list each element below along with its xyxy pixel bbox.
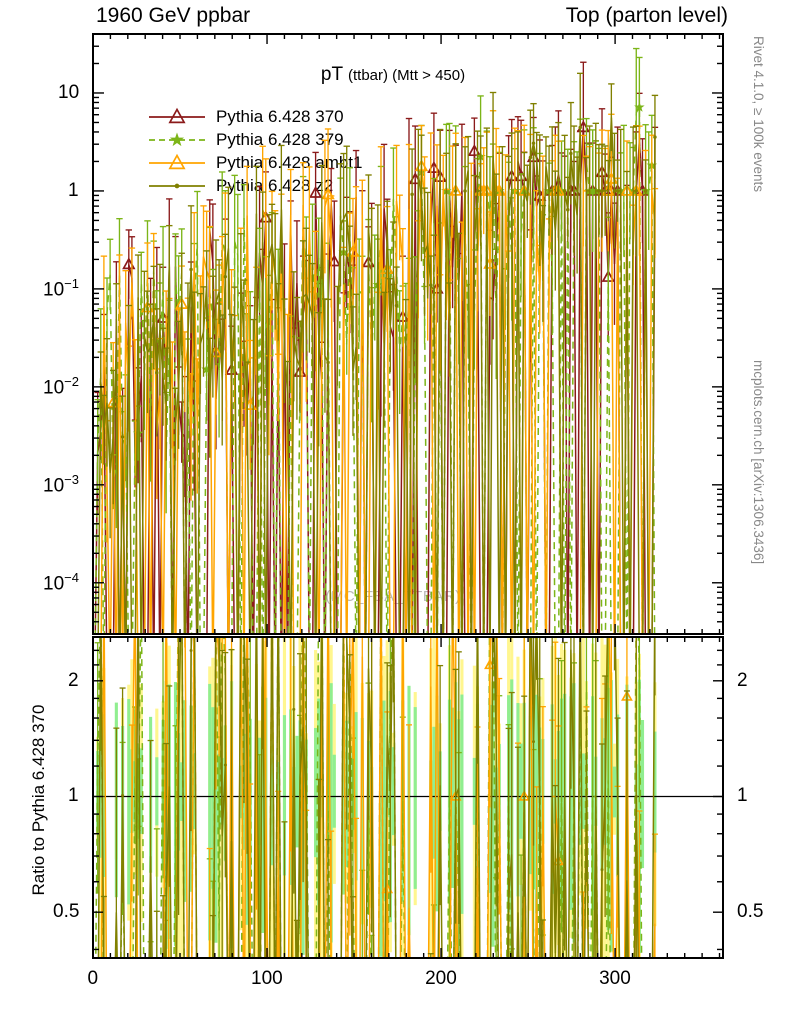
ratio-band-inner (640, 720, 645, 869)
ratio-band-inner (180, 762, 184, 821)
legend-entry-label: Pythia 6.428 ambt1 (216, 152, 363, 172)
ratio-band-inner (342, 703, 346, 895)
ratio-band-inner (391, 747, 395, 836)
legend-entry-label: Pythia 6.428 379 (216, 129, 344, 149)
main-series-layer (94, 47, 659, 634)
legend-marker-triangle-icon (148, 153, 206, 173)
legend-entry: Pythia 6.428 z2 (148, 174, 362, 197)
ratio-band-inner (211, 707, 215, 889)
ratio-band-inner (569, 696, 573, 910)
series-line (95, 637, 643, 958)
ratio-y-tick-label-right: 0.5 (737, 901, 764, 923)
ratio-y-tick-label-right: 1 (737, 785, 748, 807)
ratio-panel-frame (92, 636, 724, 959)
main-panel-frame (92, 33, 724, 635)
y-tick-label: 1 (68, 179, 79, 201)
plot-title-main: pT (320, 64, 343, 85)
ratio-band-inner (435, 695, 439, 912)
y-tick-label: 10−4 (43, 570, 79, 595)
y-tick-label: 10−3 (43, 472, 79, 497)
ratio-y-tick-label-right: 2 (737, 669, 748, 691)
ratio-band-inner (612, 766, 617, 818)
ratio-band-inner (360, 717, 364, 872)
legend-entry-label: Pythia 6.428 370 (216, 106, 344, 126)
x-tick-label: 100 (251, 968, 283, 989)
ratio-band-inner (519, 743, 523, 839)
ratio-band-inner (491, 681, 495, 947)
ratio-band-inner (581, 753, 585, 829)
legend-marker-star-icon (148, 130, 206, 150)
legend-entry: Pythia 6.428 379 (148, 128, 362, 151)
ratio-band-inner (102, 714, 106, 877)
x-tick-label: 300 (599, 968, 631, 989)
ratio-band-inner (99, 727, 103, 858)
ratio-y-tick-label: 2 (68, 669, 79, 691)
ratio-band-inner (261, 686, 265, 933)
plot-title-sub: (ttbar) (Mtt > 450) (348, 67, 466, 84)
ratio-series-layer (93, 637, 723, 958)
ratio-y-tick-label: 1 (68, 785, 79, 807)
legend-entry: Pythia 6.428 ambt1 (148, 151, 362, 174)
ratio-band-inner (653, 731, 657, 853)
ratio-band-inner (332, 754, 336, 828)
ratio-band-inner (314, 727, 318, 858)
plot-title: pT (ttbar) (Mtt > 450) (0, 64, 786, 86)
ratio-band-inner (295, 735, 299, 848)
ratio-band-inner (192, 753, 196, 830)
ratio-band-inner (528, 715, 532, 875)
ratio-band-inner (139, 748, 143, 834)
ratio-band-inner (382, 700, 386, 902)
legend-entry-label: Pythia 6.428 z2 (216, 175, 334, 195)
ratio-band-inner (432, 726, 436, 859)
ratio-y-tick-label: 0.5 (53, 901, 80, 923)
ratio-band-inner (183, 700, 187, 902)
ratio-band-inner (329, 683, 333, 943)
legend-marker-triangle-icon (148, 107, 206, 127)
legend: Pythia 6.428 370 Pythia 6.428 379 Pythia 6… (148, 105, 362, 197)
header-left-label: 1960 GeV ppbar (96, 4, 251, 27)
y-tick-label: 10−1 (43, 276, 79, 301)
header-right-label: Top (parton level) (565, 4, 728, 27)
x-tick-label: 0 (87, 968, 99, 989)
ratio-band-inner (239, 765, 243, 819)
ratio-band-inner (270, 721, 274, 866)
legend-entry: Pythia 6.428 370 (148, 105, 362, 128)
legend-marker-dot-icon (148, 176, 206, 196)
ratio-band-inner (472, 757, 476, 825)
ratio-band-inner (379, 678, 383, 957)
series-line (97, 117, 656, 634)
y-tick-label: 10−2 (43, 374, 79, 399)
ratio-band-inner (413, 707, 417, 889)
ratio-band-inner (214, 683, 218, 943)
ratio-band-inner (127, 698, 131, 905)
ratio-band-inner (155, 757, 159, 826)
ratio-band-inner (282, 715, 287, 876)
ratio-band-inner (578, 738, 582, 845)
y-tick-label: 10 (58, 81, 80, 103)
ratio-band-inner (460, 694, 464, 914)
x-tick-label: 200 (425, 968, 457, 989)
ratio-band-inner (320, 766, 324, 818)
ratio-band-inner (208, 683, 212, 941)
